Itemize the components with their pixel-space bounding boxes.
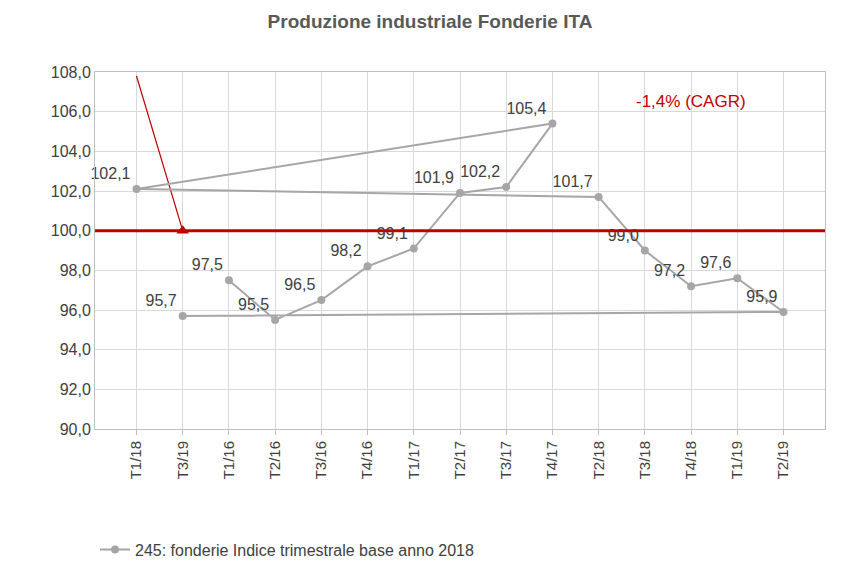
svg-text:T3/17: T3/17	[497, 441, 514, 479]
svg-text:97,2: 97,2	[654, 262, 685, 279]
svg-text:T4/17: T4/17	[543, 441, 560, 479]
svg-text:T3/18: T3/18	[636, 441, 653, 479]
svg-text:95,5: 95,5	[238, 296, 269, 313]
svg-text:95,7: 95,7	[146, 292, 177, 309]
svg-text:99,1: 99,1	[377, 225, 408, 242]
svg-text:T1/19: T1/19	[728, 441, 745, 479]
svg-text:101,7: 101,7	[553, 173, 593, 190]
svg-text:T2/16: T2/16	[266, 441, 283, 479]
svg-text:T4/16: T4/16	[358, 441, 375, 479]
svg-text:T4/18: T4/18	[682, 441, 699, 479]
svg-text:101,9: 101,9	[414, 169, 454, 186]
svg-text:245: fonderie Indice trimestra: 245: fonderie Indice trimestrale base an…	[135, 542, 474, 559]
svg-text:T1/17: T1/17	[405, 441, 422, 479]
svg-text:97,6: 97,6	[700, 254, 731, 271]
svg-text:99,0: 99,0	[608, 227, 639, 244]
svg-text:T3/19: T3/19	[174, 441, 191, 479]
svg-text:95,9: 95,9	[746, 288, 777, 305]
svg-text:102,0: 102,0	[51, 183, 91, 200]
svg-text:100,0: 100,0	[51, 222, 91, 239]
svg-text:104,0: 104,0	[51, 143, 91, 160]
svg-text:T3/16: T3/16	[312, 441, 329, 479]
svg-text:102,1: 102,1	[90, 165, 130, 182]
svg-text:T1/18: T1/18	[127, 441, 144, 479]
svg-text:105,4: 105,4	[506, 100, 546, 117]
svg-text:-1,4% (CAGR): -1,4% (CAGR)	[636, 92, 746, 111]
svg-text:90,0: 90,0	[60, 421, 91, 438]
svg-text:98,2: 98,2	[330, 242, 361, 259]
svg-text:108,0: 108,0	[51, 64, 91, 81]
svg-text:96,0: 96,0	[60, 302, 91, 319]
svg-text:102,2: 102,2	[460, 163, 500, 180]
svg-text:T2/18: T2/18	[590, 441, 607, 479]
svg-text:T2/19: T2/19	[774, 441, 791, 479]
svg-text:96,5: 96,5	[284, 276, 315, 293]
svg-text:T2/17: T2/17	[451, 441, 468, 479]
svg-text:106,0: 106,0	[51, 103, 91, 120]
svg-text:T1/16: T1/16	[220, 441, 237, 479]
svg-text:Produzione industriale Fonderi: Produzione industriale Fonderie ITA	[268, 11, 593, 32]
svg-text:97,5: 97,5	[192, 256, 223, 273]
svg-text:94,0: 94,0	[60, 341, 91, 358]
svg-text:92,0: 92,0	[60, 381, 91, 398]
svg-text:98,0: 98,0	[60, 262, 91, 279]
